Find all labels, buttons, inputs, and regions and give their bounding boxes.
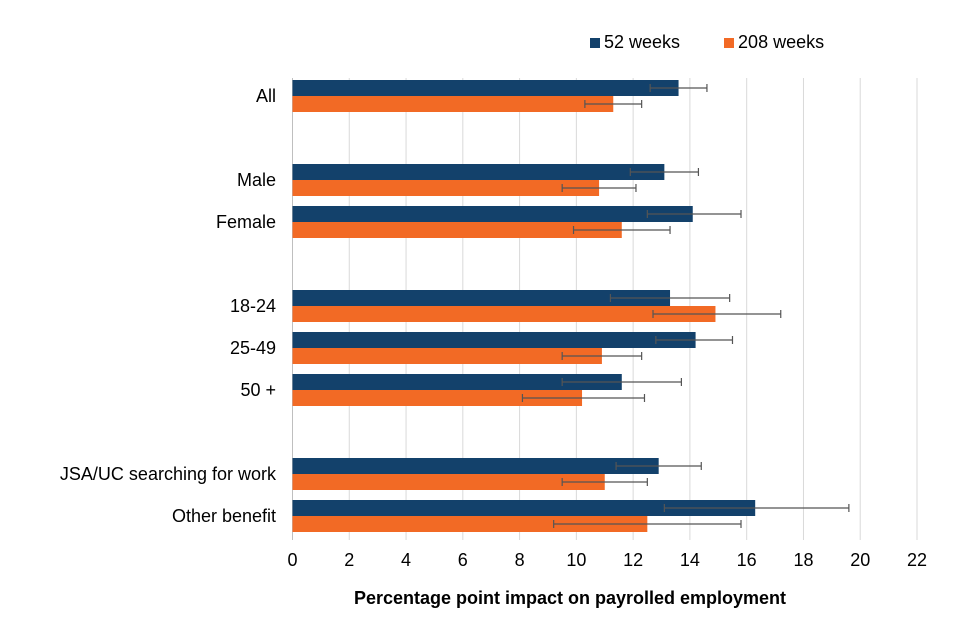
x-tick-label: 20 [850, 550, 870, 570]
x-tick-label: 18 [793, 550, 813, 570]
legend-item-52-weeks: 52 weeks [590, 32, 680, 53]
legend-swatch-52-weeks [590, 37, 600, 48]
legend-swatch-208-weeks [724, 37, 735, 48]
x-tick-label: 14 [680, 550, 700, 570]
x-tick-label: 22 [907, 550, 927, 570]
bar-208-weeks [292, 348, 602, 364]
category-label: Other benefit [172, 506, 276, 526]
category-label: Female [216, 212, 276, 232]
bar-208-weeks [292, 96, 614, 112]
x-tick-label: 12 [623, 550, 643, 570]
category-label: 18-24 [230, 296, 276, 316]
legend-label-52-weeks: 52 weeks [604, 32, 681, 52]
bar-52-weeks [292, 332, 696, 348]
bar-52-weeks [292, 80, 679, 96]
bar-52-weeks [292, 500, 756, 516]
x-tick-label: 6 [458, 550, 468, 570]
x-tick-label: 8 [515, 550, 525, 570]
bar-208-weeks [292, 180, 600, 196]
category-label: 25-49 [230, 338, 276, 358]
bar-208-weeks [292, 390, 583, 406]
bar-208-weeks [292, 474, 605, 490]
legend-label-208-weeks: 208 weeks [738, 32, 825, 52]
bar-208-weeks [292, 222, 622, 238]
legend: 52 weeks 208 weeks [590, 32, 824, 53]
category-label: JSA/UC searching for work [60, 464, 277, 484]
x-axis-title: Percentage point impact on payrolled emp… [353, 588, 787, 608]
category-label: Male [237, 170, 276, 190]
category-label: All [256, 86, 276, 106]
legend-item-208-weeks: 208 weeks [724, 32, 824, 53]
x-tick-label: 2 [344, 550, 354, 570]
x-tick-label: 4 [401, 550, 411, 570]
bar-52-weeks [292, 164, 665, 180]
bar-52-weeks [292, 374, 622, 390]
x-tick-label: 10 [566, 550, 586, 570]
bar-208-weeks [292, 516, 648, 532]
bar-208-weeks [292, 306, 716, 322]
bar-52-weeks [292, 458, 659, 474]
category-label: 50 + [240, 380, 276, 400]
bar-52-weeks [292, 206, 693, 222]
x-tick-label: 0 [287, 550, 297, 570]
bar-52-weeks [292, 290, 671, 306]
x-tick-label: 16 [737, 550, 757, 570]
